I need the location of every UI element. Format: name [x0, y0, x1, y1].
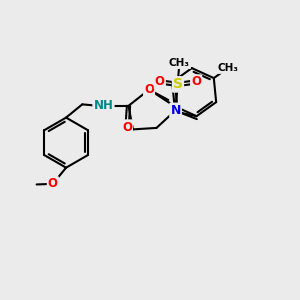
- Text: CH₃: CH₃: [169, 58, 190, 68]
- Text: O: O: [48, 177, 58, 190]
- Text: O: O: [155, 76, 165, 88]
- Text: O: O: [122, 121, 132, 134]
- Text: CH₃: CH₃: [218, 63, 239, 73]
- Text: O: O: [155, 76, 165, 88]
- Text: S: S: [173, 77, 183, 91]
- Text: O: O: [48, 177, 58, 190]
- Text: N: N: [170, 104, 181, 117]
- Text: N: N: [170, 104, 181, 117]
- Text: S: S: [173, 77, 183, 91]
- Text: CH₃: CH₃: [218, 63, 239, 73]
- Text: O: O: [191, 76, 201, 88]
- Text: O: O: [122, 121, 132, 134]
- Text: O: O: [191, 76, 201, 88]
- Text: O: O: [144, 83, 154, 96]
- Text: NH: NH: [94, 99, 113, 112]
- Text: O: O: [144, 83, 154, 96]
- Text: CH₃: CH₃: [169, 58, 190, 68]
- Text: NH: NH: [94, 99, 113, 112]
